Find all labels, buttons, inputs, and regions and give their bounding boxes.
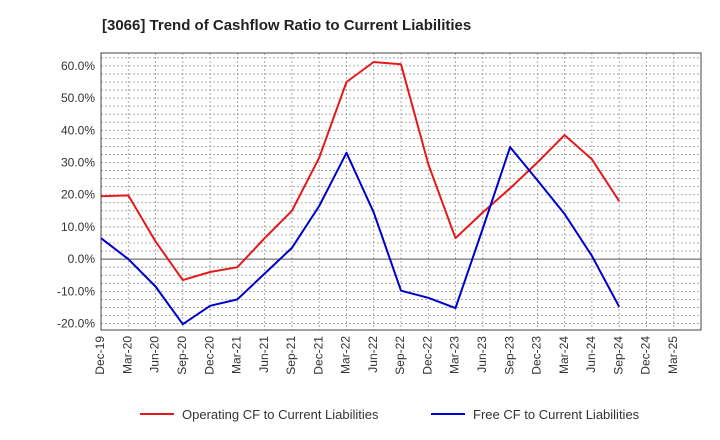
x-tick-label: Dec-19 xyxy=(93,336,107,375)
x-tick-label: Dec-20 xyxy=(202,336,216,375)
y-tick-label: 50.0% xyxy=(61,91,95,105)
legend: Operating CF to Current Liabilities Free … xyxy=(140,407,640,422)
x-tick-label: Mar-20 xyxy=(120,336,134,374)
x-tick-label: Sep-20 xyxy=(175,336,189,375)
y-tick-label: 10.0% xyxy=(61,220,95,234)
x-tick-label: Mar-25 xyxy=(666,336,680,374)
x-tick-label: Mar-21 xyxy=(230,336,244,374)
plot-frame xyxy=(100,52,702,331)
y-tick-label: 60.0% xyxy=(61,59,95,73)
y-tick-label: -20.0% xyxy=(57,317,95,331)
x-tick-label: Mar-24 xyxy=(557,336,571,374)
series-line-1 xyxy=(100,61,621,282)
legend-label-1: Operating CF to Current Liabilities xyxy=(182,407,379,422)
x-axis-ticks: Dec-19 Mar-20 Jun-20 Sep-20 Dec-20 Mar-21 Jun-… xyxy=(93,336,680,375)
x-tick-label: Mar-22 xyxy=(339,336,353,374)
x-tick-label: Jun-24 xyxy=(584,336,598,373)
x-tick-label: Dec-22 xyxy=(420,336,434,375)
x-tick-label: Dec-23 xyxy=(530,336,544,375)
x-tick-label: Jun-20 xyxy=(148,336,162,373)
y-axis-ticks: -20.0% -10.0% 0.0% 10.0% 20.0% 30.0% 40.0% 50.0… xyxy=(57,59,95,331)
series-line-2 xyxy=(100,146,621,326)
y-tick-label: -10.0% xyxy=(57,284,95,298)
y-tick-label: 20.0% xyxy=(61,188,95,202)
y-tick-label: 30.0% xyxy=(61,156,95,170)
x-tick-label: Jun-21 xyxy=(257,336,271,373)
x-tick-label: Sep-21 xyxy=(284,336,298,375)
x-tick-label: Sep-22 xyxy=(393,336,407,375)
x-tick-label: Sep-23 xyxy=(502,336,516,375)
y-tick-label: 40.0% xyxy=(61,123,95,137)
x-tick-label: Mar-23 xyxy=(448,336,462,374)
legend-label-2: Free CF to Current Liabilities xyxy=(473,407,640,422)
x-tick-label: Jun-22 xyxy=(366,336,380,373)
x-tick-label: Dec-21 xyxy=(311,336,325,375)
grid xyxy=(100,53,702,330)
x-tick-label: Dec-24 xyxy=(639,336,653,375)
y-tick-label: 0.0% xyxy=(68,252,96,266)
chart-title: [3066] Trend of Cashflow Ratio to Curren… xyxy=(102,17,471,34)
series-lines xyxy=(100,61,621,326)
x-tick-label: Sep-24 xyxy=(611,336,625,375)
x-tick-label: Jun-23 xyxy=(475,336,489,373)
